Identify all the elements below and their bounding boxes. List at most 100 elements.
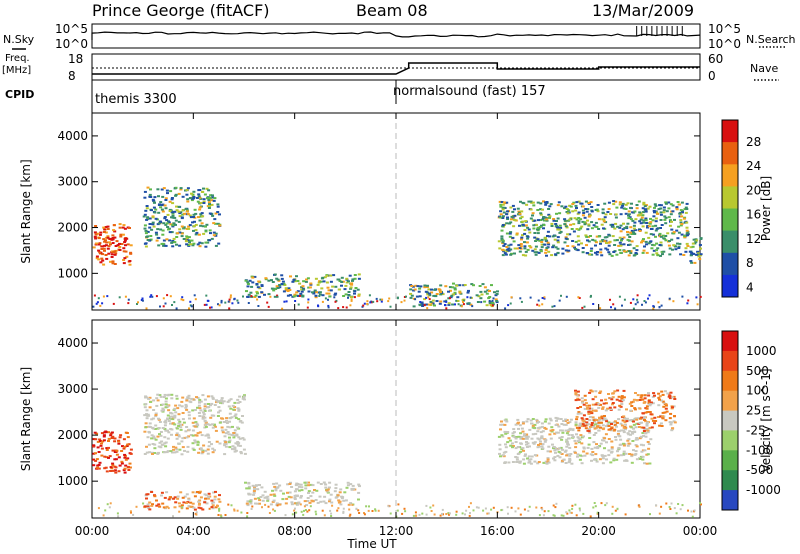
velocity-cell <box>126 436 130 439</box>
velocity-cell <box>154 415 158 418</box>
power-cell <box>533 251 537 254</box>
power-cell <box>509 253 513 256</box>
power-cell <box>574 248 577 251</box>
power-cell <box>501 241 505 244</box>
power-cell <box>596 210 600 213</box>
velocity-cell <box>159 395 163 398</box>
power-cell <box>563 218 567 221</box>
power-cell <box>554 246 558 249</box>
velocity-cell <box>357 498 360 501</box>
power-cell <box>354 287 358 289</box>
power-cell <box>577 220 581 223</box>
velocity-cell <box>115 453 119 456</box>
power-cell <box>349 296 353 299</box>
power-cell <box>513 247 517 250</box>
velocity-cell <box>540 422 544 425</box>
power-cell <box>403 299 406 302</box>
power-cell <box>188 224 192 227</box>
power-cell <box>658 244 662 246</box>
velocity-cell <box>186 450 190 453</box>
power-cell <box>551 305 554 308</box>
power-cell <box>423 298 427 301</box>
power-cell <box>187 225 191 228</box>
power-cell <box>589 235 592 237</box>
power-cell <box>427 288 431 291</box>
power-cell <box>246 285 250 288</box>
velocity-cell <box>574 391 578 394</box>
velocity-cell <box>94 438 98 441</box>
velocity-cell <box>544 418 548 421</box>
velocity-cell <box>100 447 104 450</box>
velocity-cell <box>363 513 366 516</box>
velocity-cell <box>590 407 594 410</box>
power-cell <box>685 226 689 229</box>
velocity-cell <box>167 393 171 396</box>
power-ytick-label: 3000 <box>57 175 88 189</box>
power-cell <box>192 229 195 232</box>
velocity-cell <box>623 417 627 419</box>
velocity-cell <box>525 441 528 443</box>
power-cell <box>445 307 448 310</box>
power-cell <box>579 227 583 230</box>
power-cell <box>494 294 498 297</box>
power-cell <box>273 295 277 298</box>
power-cell <box>233 298 236 301</box>
power-cell <box>523 232 527 235</box>
velocity-cell <box>464 513 466 516</box>
power-cell <box>627 214 630 217</box>
velocity-cell <box>199 400 203 403</box>
velocity-cell <box>569 453 573 455</box>
power-cell <box>654 220 658 223</box>
power-cell <box>693 242 697 245</box>
power-cell <box>212 234 216 237</box>
power-cell <box>526 226 530 229</box>
power-cell <box>495 300 499 302</box>
power-cell <box>337 278 341 281</box>
colorbar-tick-label: -500 <box>746 463 773 477</box>
power-cell <box>103 249 106 252</box>
power-cell <box>499 203 503 206</box>
velocity-cell <box>218 509 221 512</box>
velocity-cell <box>218 494 221 497</box>
velocity-cell <box>309 495 313 498</box>
velocity-cell <box>357 483 361 486</box>
velocity-cell <box>223 421 226 423</box>
power-cell <box>638 220 642 223</box>
power-cell <box>527 228 531 231</box>
velocity-cell <box>634 444 638 446</box>
power-cell <box>294 300 297 302</box>
power-cell <box>333 296 336 299</box>
power-cell <box>597 235 601 238</box>
power-cell <box>632 227 636 230</box>
velocity-cell <box>342 510 345 513</box>
velocity-cell <box>173 407 177 410</box>
power-cell <box>104 244 108 247</box>
power-cell <box>523 241 526 244</box>
power-cell <box>162 239 166 242</box>
power-cell <box>349 304 352 307</box>
velocity-cell <box>123 445 127 448</box>
colorbar-swatch <box>722 490 738 511</box>
power-cell <box>423 304 426 307</box>
velocity-cell <box>539 440 542 443</box>
power-cell <box>594 241 598 244</box>
colorbar-swatch <box>722 208 738 232</box>
power-cell <box>610 254 614 257</box>
velocity-cell <box>556 417 560 420</box>
velocity-cell <box>143 505 147 508</box>
power-cell <box>292 278 296 281</box>
velocity-cell <box>154 438 158 441</box>
power-cell <box>256 286 260 289</box>
velocity-cell <box>202 444 206 447</box>
velocity-cell <box>613 428 617 431</box>
power-cell <box>620 206 624 209</box>
power-cell <box>162 222 166 225</box>
power-cell <box>515 232 519 235</box>
velocity-cell <box>622 450 626 453</box>
velocity-cell <box>565 432 569 435</box>
power-cell <box>577 211 581 214</box>
velocity-cell <box>607 393 610 395</box>
velocity-cell <box>309 483 313 486</box>
velocity-cell <box>610 421 614 424</box>
velocity-cell <box>152 437 156 440</box>
